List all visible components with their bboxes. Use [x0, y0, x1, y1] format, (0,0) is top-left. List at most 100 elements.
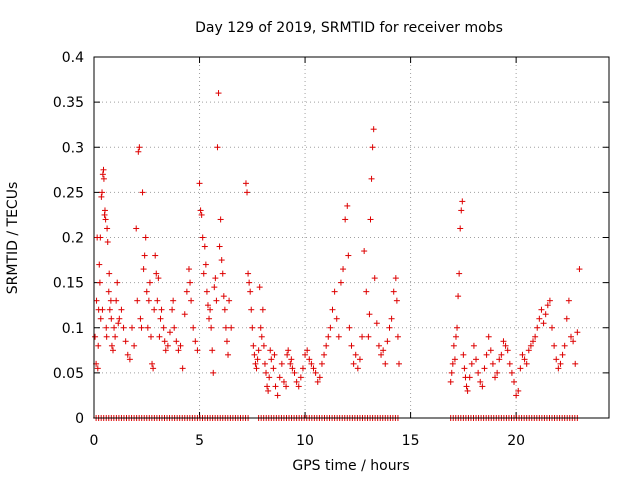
data-point [494, 369, 501, 376]
data-point [139, 189, 146, 196]
x-axis-label: GPS time / hours [292, 458, 409, 474]
data-point [111, 324, 118, 331]
data-point [155, 275, 162, 282]
data-point [257, 324, 264, 331]
data-point [198, 211, 205, 218]
data-point [183, 288, 190, 295]
data-point [267, 347, 274, 354]
data-point [181, 311, 188, 318]
data-point [525, 347, 532, 354]
data-point [496, 356, 503, 363]
data-point [175, 347, 182, 354]
data-point [156, 333, 163, 340]
data-point [297, 374, 304, 381]
data-point [538, 306, 545, 313]
data-point [265, 387, 272, 394]
data-point [447, 378, 454, 385]
data-point [153, 270, 160, 277]
data-point [572, 360, 579, 367]
data-point [201, 243, 208, 250]
data-point [204, 302, 211, 309]
data-point [463, 383, 470, 390]
data-point [143, 288, 150, 295]
data-point [532, 333, 539, 340]
data-point [152, 252, 159, 259]
data-point [489, 360, 496, 367]
data-point [113, 297, 120, 304]
data-point [260, 342, 267, 349]
data-point [271, 351, 278, 358]
data-point [370, 126, 377, 133]
grid [94, 57, 609, 418]
data-point [470, 342, 477, 349]
data-point [515, 387, 522, 394]
data-point [568, 333, 575, 340]
data-point [386, 324, 393, 331]
data-point [508, 369, 515, 376]
data-point [382, 360, 389, 367]
data-point [323, 342, 330, 349]
data-point [373, 320, 380, 327]
data-point [171, 324, 178, 331]
data-point [479, 383, 486, 390]
data-point [380, 347, 387, 354]
data-point [222, 324, 229, 331]
data-point [268, 356, 275, 363]
data-point [92, 333, 99, 340]
data-point [304, 347, 311, 354]
data-point [141, 252, 148, 259]
data-point [107, 297, 114, 304]
data-point [96, 261, 103, 268]
data-point [534, 324, 541, 331]
data-point [498, 351, 505, 358]
data-point [278, 360, 285, 367]
data-point [504, 347, 511, 354]
data-point [187, 279, 194, 286]
data-point [392, 275, 399, 282]
data-point [99, 171, 106, 178]
data-point [169, 306, 176, 313]
data-point [378, 351, 385, 358]
data-point [93, 297, 100, 304]
data-point [559, 351, 566, 358]
data-point [142, 234, 149, 241]
data-point [449, 360, 456, 367]
data-point [327, 324, 334, 331]
data-point [356, 356, 363, 363]
data-point [190, 324, 197, 331]
data-point [460, 351, 467, 358]
data-point [280, 378, 287, 385]
data-point [103, 324, 110, 331]
data-point [553, 356, 560, 363]
data-point [276, 374, 283, 381]
data-point [369, 144, 376, 151]
data-point [99, 189, 106, 196]
data-point [384, 338, 391, 345]
data-point [173, 338, 180, 345]
data-point [542, 311, 549, 318]
data-point [160, 324, 167, 331]
data-point [527, 342, 534, 349]
data-point [255, 347, 262, 354]
data-point [352, 351, 359, 358]
data-point [116, 315, 123, 322]
data-point [185, 266, 192, 273]
data-point [283, 383, 290, 390]
data-point [120, 324, 127, 331]
y-tick-label: 0.05 [53, 366, 84, 382]
data-point [94, 365, 101, 372]
data-point [549, 324, 556, 331]
data-point [211, 284, 218, 291]
data-point [475, 369, 482, 376]
data-point [361, 248, 368, 255]
data-point [206, 315, 213, 322]
data-point [157, 315, 164, 322]
data-point [530, 338, 537, 345]
data-point [115, 320, 122, 327]
data-point [513, 392, 520, 399]
data-point [365, 333, 372, 340]
data-point [151, 306, 158, 313]
data-point [284, 351, 291, 358]
data-point [459, 198, 466, 205]
data-point [258, 333, 265, 340]
